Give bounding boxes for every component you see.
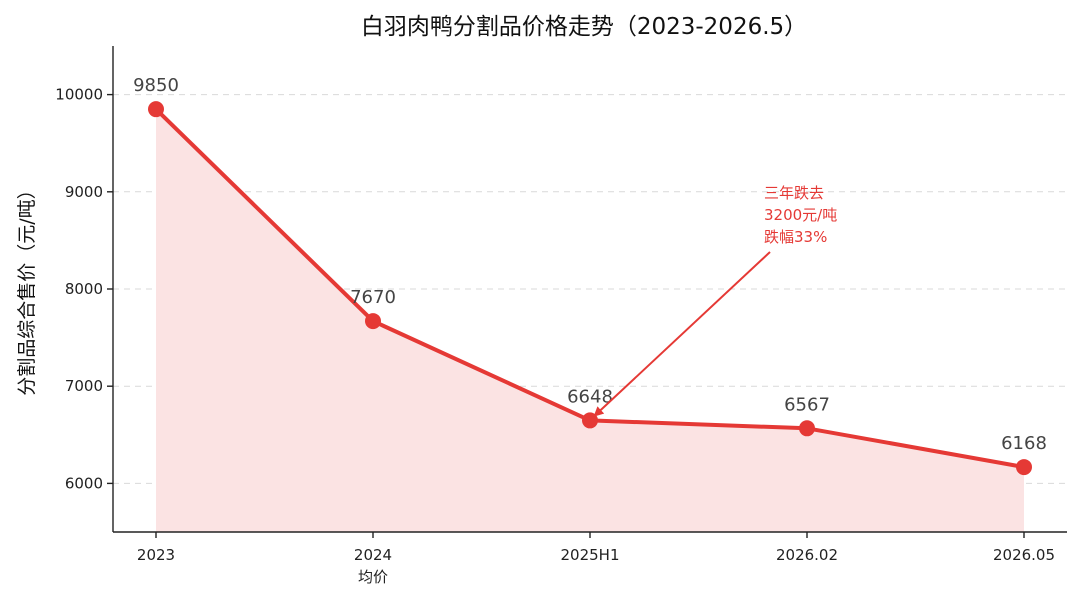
- data-point: [799, 420, 815, 437]
- y-tick-label: 9000: [65, 183, 103, 201]
- data-label: 6567: [784, 394, 830, 415]
- y-tick-label: 8000: [65, 280, 103, 298]
- point-layer: [148, 101, 1032, 476]
- data-label: 7670: [350, 287, 396, 308]
- x-tick-label: 2026.02: [776, 546, 838, 564]
- data-label: 6168: [1001, 433, 1047, 454]
- annotation-arrow: [593, 251, 771, 417]
- chart-title: 白羽肉鸭分割品价格走势（2023-2026.5）: [361, 14, 807, 40]
- label-layer: 9850 7670 6648 6567 6168: [133, 75, 1047, 454]
- x-tick-label: 2026.05: [993, 546, 1055, 564]
- y-axis-label: 分割品综合售价（元/吨）: [16, 180, 38, 395]
- x-tick-sublabel: 均价: [358, 568, 388, 586]
- data-point: [1016, 459, 1032, 476]
- area-layer: [156, 109, 1024, 533]
- data-point: [365, 313, 381, 330]
- annotation-text: 跌幅33%: [764, 228, 827, 246]
- axis-layer: 6000 7000 8000 9000 10000 2023 2024 均价 2025H1 202…: [55, 46, 1067, 586]
- y-tick-label: 10000: [55, 86, 103, 104]
- data-point: [148, 101, 164, 118]
- data-label: 6648: [567, 386, 613, 407]
- annotation-text: 3200元/吨: [764, 206, 837, 224]
- area-fill: [156, 109, 1024, 533]
- x-tick-label: 2025H1: [561, 546, 620, 564]
- annotation-text: 三年跌去: [764, 184, 824, 202]
- x-tick-label: 2024: [354, 546, 392, 564]
- y-tick-label: 7000: [65, 377, 103, 395]
- x-tick-label: 2023: [137, 546, 175, 564]
- data-label: 9850: [133, 75, 179, 96]
- y-tick-label: 6000: [65, 474, 103, 492]
